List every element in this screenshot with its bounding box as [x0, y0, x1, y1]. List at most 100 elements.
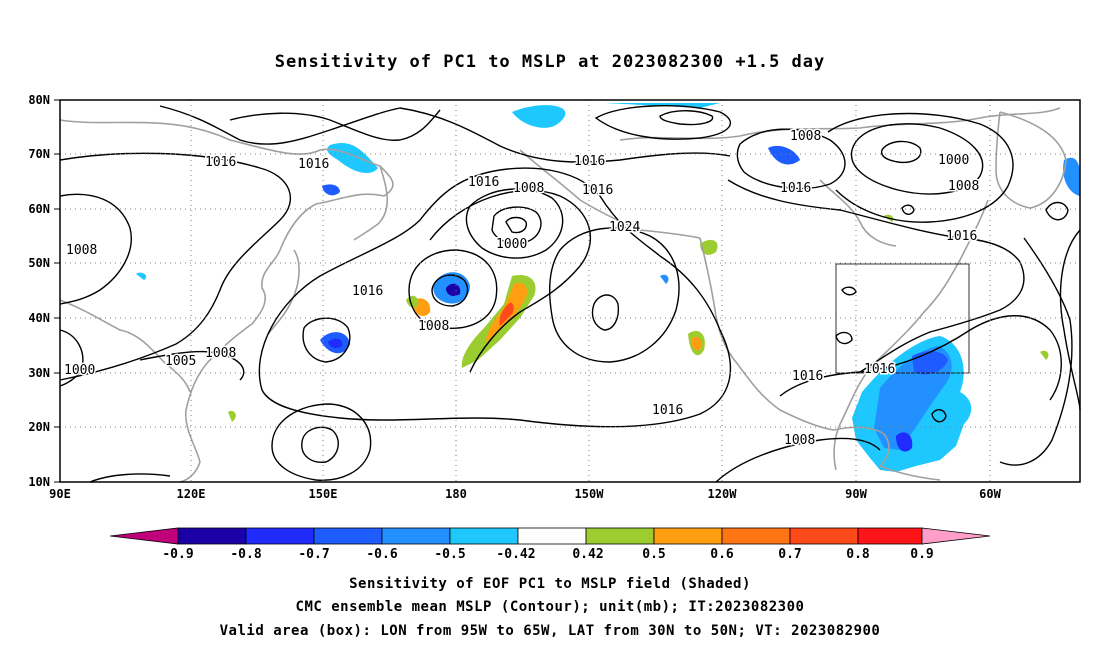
colorbar-min-arrow — [109, 527, 179, 545]
colorbar-label: -0.9 — [162, 547, 193, 562]
coast-hudson — [819, 179, 897, 247]
shade-blob-greenland-blue — [768, 145, 800, 165]
contour-label: 1000 — [496, 237, 527, 252]
colorbar-swatch — [721, 527, 791, 545]
shade-blob-kamchatka-blue — [322, 184, 340, 196]
lat-lon-grid — [60, 100, 1080, 482]
contour-1016-se — [779, 315, 1062, 401]
colorbar-label: 0.9 — [910, 547, 933, 562]
contour-1016-nw — [59, 152, 291, 381]
shade-blob-green-small-3 — [228, 410, 236, 422]
contour-low-inner-2 — [505, 216, 527, 234]
contour-label: 1008 — [790, 129, 821, 144]
coast-na-west — [699, 237, 835, 431]
xtick-label: 150W — [575, 487, 605, 501]
xtick-label: 120W — [708, 487, 738, 501]
x-tick-labels: 90E 120E 150E 180 150W 120W 90W 60W — [49, 487, 1001, 501]
contour-label: 1016 — [468, 175, 499, 190]
contour-labels: 1016 1016 1016 1016 1016 1016 1016 1016 … — [63, 128, 981, 450]
contour-na-small-1 — [901, 204, 915, 215]
contour-1000-east-inner — [880, 140, 922, 164]
colorbar-label: -0.7 — [298, 547, 329, 562]
colorbar-labels: -0.9 -0.8 -0.7 -0.6 -0.5 -0.42 0.42 0.5 … — [162, 547, 933, 562]
coast-kamchatka — [353, 165, 389, 241]
colorbar-swatch — [245, 527, 315, 545]
colorbar-swatch — [177, 527, 247, 545]
contour-1008-east — [827, 112, 1014, 223]
caption-line-2: CMC ensemble mean MSLP (Contour); unit(m… — [296, 599, 805, 615]
contour-1008-caribbean — [715, 437, 881, 483]
colorbar — [109, 527, 991, 545]
ytick-label: 10N — [28, 475, 50, 489]
colorbar-swatch — [653, 527, 723, 545]
contour-label: 1000 — [64, 363, 95, 378]
contour-label: 1005 — [165, 354, 196, 369]
contour-1016-na — [727, 179, 1025, 373]
contour-label: 1016 — [864, 362, 895, 377]
colorbar-swatch — [789, 527, 859, 545]
shade-blob-low-center-dark — [446, 283, 461, 296]
contour-1000-west — [59, 329, 84, 387]
contour-label: 1000 — [938, 153, 969, 168]
contour-na-small-3 — [835, 331, 853, 345]
shade-blob-atlantic-strong — [912, 351, 948, 375]
shade-blob-california-orange — [691, 336, 702, 351]
caption-line-1: Sensitivity of EOF PC1 to MSLP field (Sh… — [349, 576, 751, 592]
coast-japan — [267, 249, 300, 335]
contour-inner-pac — [591, 294, 620, 331]
xtick-label: 120E — [177, 487, 206, 501]
contour-na-small-2 — [841, 286, 857, 296]
colorbar-label: 0.7 — [778, 547, 801, 562]
contour-label: 1008 — [418, 319, 449, 334]
mslp-contours — [59, 105, 1081, 483]
colorbar-swatch — [381, 527, 451, 545]
xtick-label: 90W — [845, 487, 867, 501]
contour-label: 1016 — [298, 157, 329, 172]
shade-blob-green-small-2 — [1040, 350, 1049, 360]
contour-atlantic-small — [931, 409, 947, 423]
colorbar-label: -0.5 — [434, 547, 465, 562]
figure-caption: Sensitivity of EOF PC1 to MSLP field (Sh… — [220, 576, 881, 639]
ytick-label: 60N — [28, 202, 50, 216]
shade-blob-front-red — [499, 302, 514, 326]
coast-greenland — [995, 111, 1067, 209]
xtick-label: 90E — [49, 487, 71, 501]
contour-1000-east — [850, 123, 984, 195]
contour-1008-west — [59, 193, 132, 305]
contour-arctic-high — [594, 105, 732, 140]
contour-label: 1008 — [784, 433, 815, 448]
coast-central-am — [879, 465, 941, 481]
ytick-label: 30N — [28, 366, 50, 380]
colorbar-label: 0.42 — [572, 547, 603, 562]
contour-1005 — [139, 350, 245, 381]
contour-1016-arctic — [159, 105, 731, 163]
caption-line-3: Valid area (box): LON from 95W to 65W, L… — [220, 623, 881, 639]
contour-label: 1016 — [780, 181, 811, 196]
xtick-label: 60W — [979, 487, 1001, 501]
shade-blob-japan-dark — [328, 338, 343, 349]
contour-label: 1016 — [652, 403, 683, 418]
colorbar-swatch — [313, 527, 383, 545]
colorbar-swatch — [857, 527, 923, 545]
colorbar-label: 0.6 — [710, 547, 734, 562]
colorbar-label: -0.6 — [366, 547, 397, 562]
shade-blob-bc-green — [700, 239, 718, 255]
contour-label: 1016 — [574, 154, 605, 169]
coast-china — [59, 299, 191, 393]
shade-blob-blue-small-2 — [136, 272, 147, 280]
ytick-label: 20N — [28, 420, 50, 434]
coast-na-east — [833, 199, 989, 471]
contour-label: 1008 — [66, 243, 97, 258]
contour-label: 1016 — [582, 183, 613, 198]
coast-alaska — [519, 149, 701, 239]
colorbar-swatch — [585, 527, 655, 545]
axis-ticks — [54, 99, 60, 483]
xtick-label: 150E — [309, 487, 338, 501]
colorbar-label: -0.8 — [230, 547, 261, 562]
map-title: Sensitivity of PC1 to MSLP at 2023082300… — [275, 52, 826, 72]
colorbar-label: -0.42 — [496, 547, 535, 562]
contour-1016-north-2 — [229, 109, 441, 141]
shade-blob-blue-small-1 — [660, 274, 669, 284]
coast-asia — [59, 119, 394, 483]
